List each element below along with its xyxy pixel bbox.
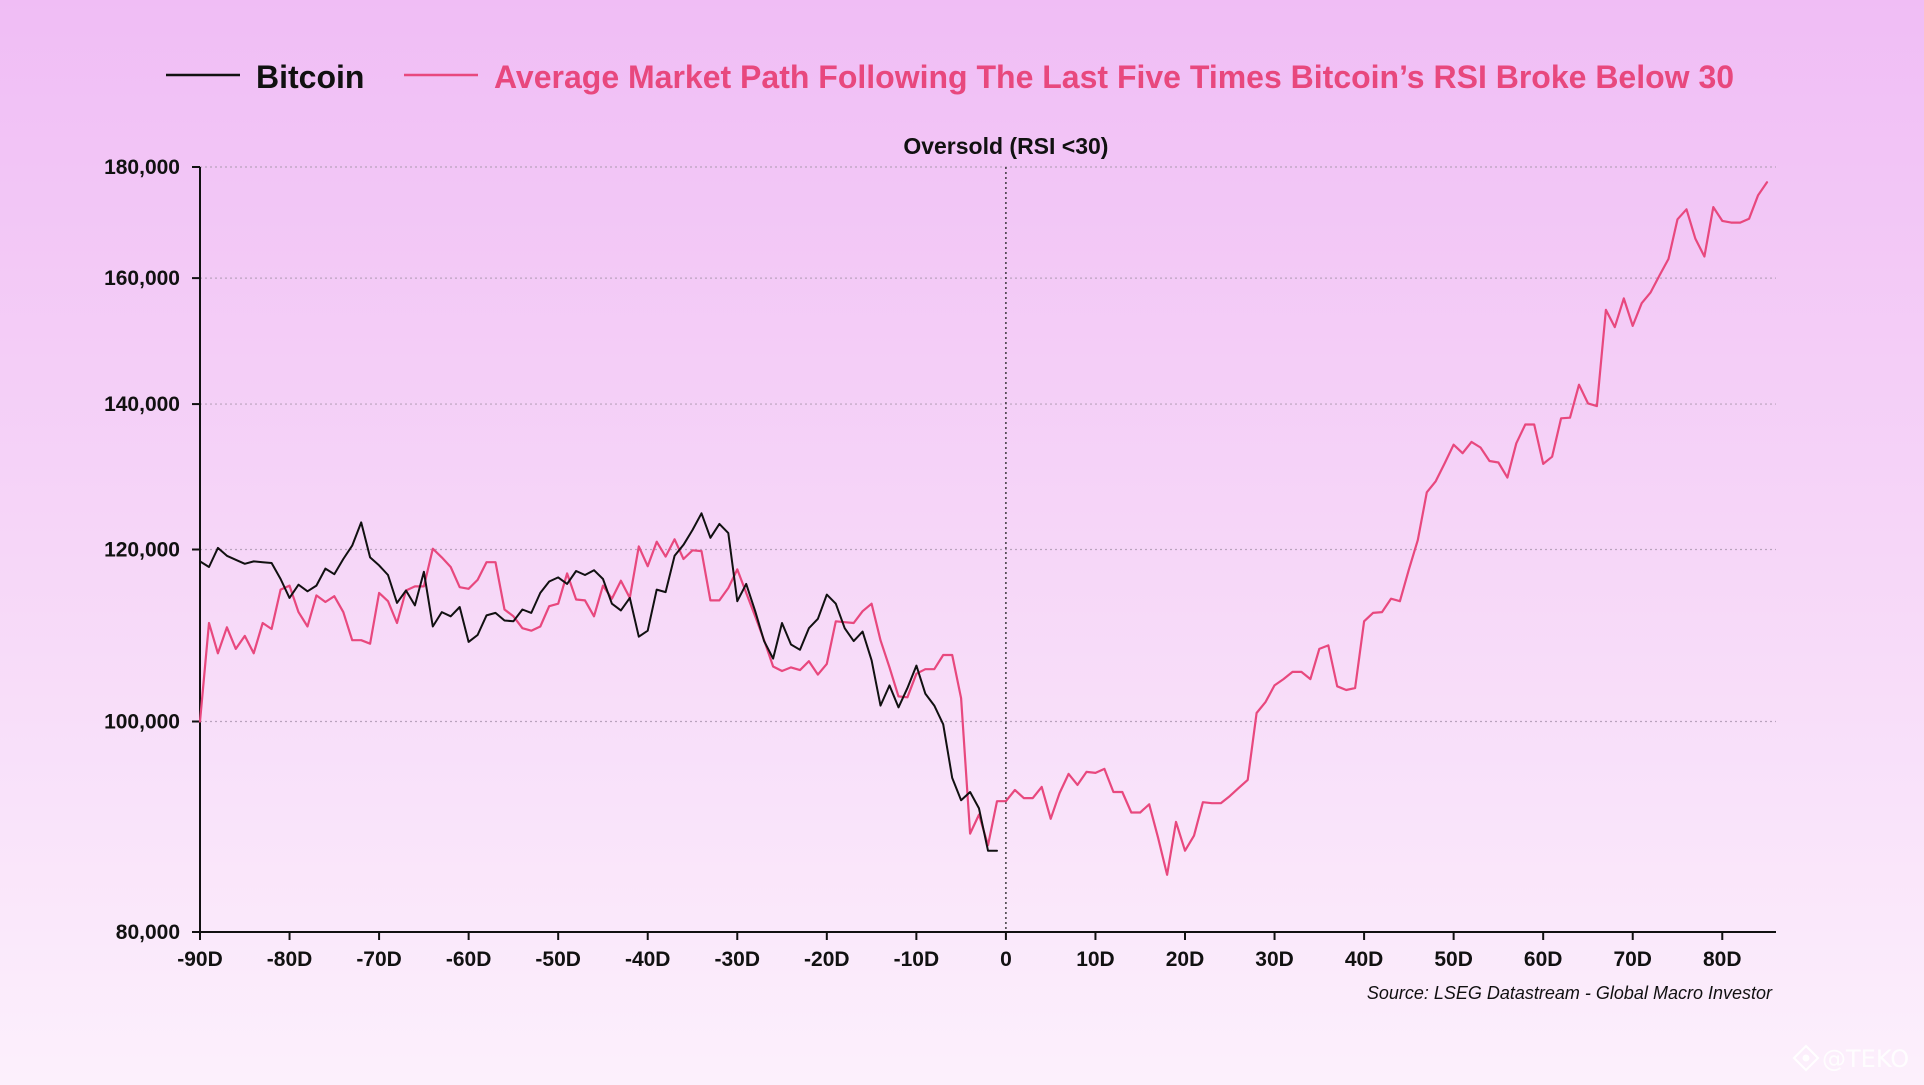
x-tick-label: 50D xyxy=(1434,948,1473,971)
teko-logo-icon xyxy=(1792,1044,1820,1072)
series-line-average xyxy=(198,181,1769,876)
x-axis-ticks: -90D -80D -70D -60D -50D -40D -30D -20D -10D 0 10D… xyxy=(177,932,1742,971)
x-tick-label: -30D xyxy=(715,948,761,971)
x-tick-label: 0 xyxy=(1000,948,1012,971)
y-tick-label: 80,000 xyxy=(116,921,180,944)
x-tick-label: -90D xyxy=(177,948,223,971)
x-tick-label: -10D xyxy=(894,948,940,971)
x-tick-label: 30D xyxy=(1255,948,1294,971)
watermark-text: @TEKO xyxy=(1822,1045,1909,1073)
y-axis-ticks: 80,000 100,000 120,000 140,000 160,000 180,00… xyxy=(104,156,200,944)
oversold-marker: Oversold (RSI <30) xyxy=(903,133,1108,932)
x-tick-label: 20D xyxy=(1166,948,1205,971)
x-tick-label: -20D xyxy=(804,948,850,971)
watermark: @TEKO xyxy=(1792,1044,1909,1073)
y-tick-label: 100,000 xyxy=(104,710,180,733)
x-tick-label: -70D xyxy=(356,948,402,971)
legend: Bitcoin Average Market Path Following Th… xyxy=(166,59,1734,95)
x-tick-label: -80D xyxy=(267,948,313,971)
x-tick-label: 40D xyxy=(1345,948,1384,971)
legend-label-bitcoin: Bitcoin xyxy=(256,59,364,95)
source-note: Source: LSEG Datastream - Global Macro I… xyxy=(1367,983,1773,1003)
x-tick-label: -40D xyxy=(625,948,671,971)
x-tick-label: -60D xyxy=(446,948,492,971)
x-tick-label: 10D xyxy=(1076,948,1115,971)
y-tick-label: 140,000 xyxy=(104,393,180,416)
series-line-bitcoin xyxy=(199,512,998,852)
y-tick-label: 180,000 xyxy=(104,156,180,179)
y-tick-label: 160,000 xyxy=(104,267,180,290)
x-tick-label: 60D xyxy=(1524,948,1563,971)
oversold-label: Oversold (RSI <30) xyxy=(903,133,1108,159)
x-tick-label: -50D xyxy=(535,948,581,971)
x-tick-label: 70D xyxy=(1613,948,1652,971)
legend-label-average: Average Market Path Following The Last F… xyxy=(494,59,1734,95)
y-tick-label: 120,000 xyxy=(104,539,180,562)
x-tick-label: 80D xyxy=(1703,948,1742,971)
series-group xyxy=(198,181,1769,876)
